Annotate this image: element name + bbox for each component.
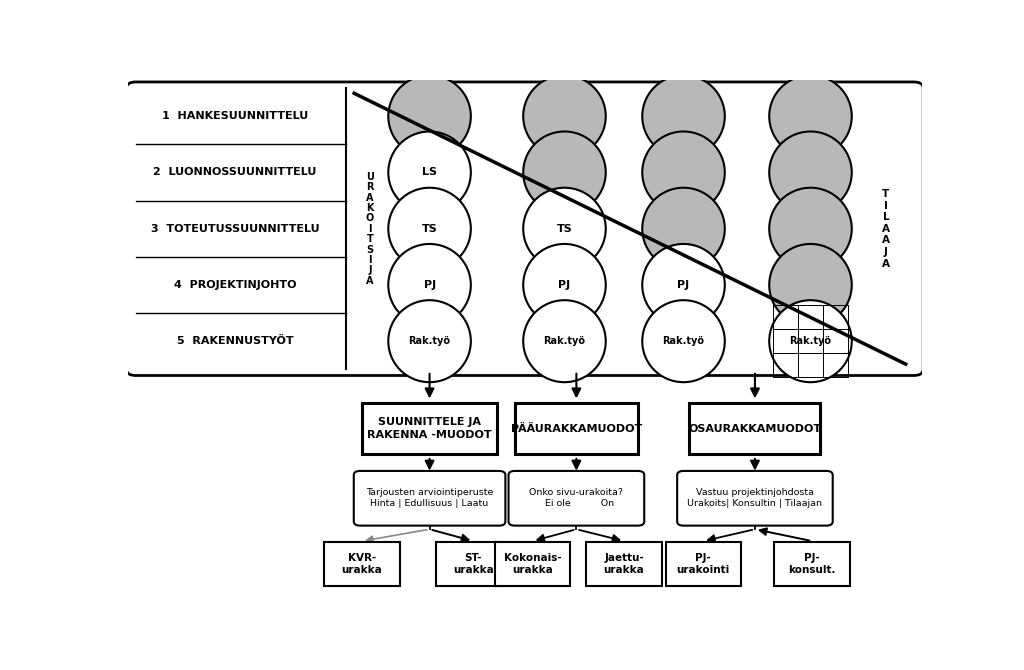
Ellipse shape — [769, 75, 852, 157]
Text: Rak.työ: Rak.työ — [409, 336, 451, 346]
FancyBboxPatch shape — [587, 542, 662, 586]
Text: 1  HANKESUUNNITTELU: 1 HANKESUUNNITTELU — [162, 111, 308, 121]
Ellipse shape — [523, 75, 606, 157]
Ellipse shape — [388, 300, 471, 382]
Text: TS: TS — [422, 224, 437, 234]
Ellipse shape — [642, 244, 725, 326]
Ellipse shape — [642, 188, 725, 270]
Ellipse shape — [769, 244, 852, 326]
Text: Rak.työ: Rak.työ — [544, 336, 586, 346]
FancyBboxPatch shape — [435, 542, 511, 586]
Text: 2  LUONNOSSUUNNITTELU: 2 LUONNOSSUUNNITTELU — [154, 168, 316, 178]
Text: SUUNNITTELE JA
RAKENNA -MUODOT: SUUNNITTELE JA RAKENNA -MUODOT — [368, 417, 492, 440]
Text: Jaettu-
urakka: Jaettu- urakka — [603, 553, 644, 576]
Text: ST-
urakka: ST- urakka — [453, 553, 494, 576]
FancyBboxPatch shape — [353, 471, 506, 526]
Ellipse shape — [642, 300, 725, 382]
Text: Vastuu projektinjohdosta
Urakoits| Konsultin | Tilaajan: Vastuu projektinjohdosta Urakoits| Konsu… — [687, 488, 822, 508]
Text: TS: TS — [557, 224, 572, 234]
Text: U
R
A
K
O
I
T
S
I
J
A: U R A K O I T S I J A — [366, 172, 374, 285]
Text: Rak.työ: Rak.työ — [790, 336, 831, 346]
FancyBboxPatch shape — [666, 542, 741, 586]
FancyBboxPatch shape — [509, 471, 644, 526]
Ellipse shape — [388, 75, 471, 157]
Text: Kokonais-
urakka: Kokonais- urakka — [504, 553, 561, 576]
Text: 4  PROJEKTINJOHTO: 4 PROJEKTINJOHTO — [174, 280, 296, 290]
FancyBboxPatch shape — [677, 471, 833, 526]
Text: Rak.työ: Rak.työ — [663, 336, 705, 346]
Text: PJ: PJ — [424, 280, 435, 290]
Text: PJ-
urakointi: PJ- urakointi — [677, 553, 730, 576]
Text: T
I
L
A
A
J
A: T I L A A J A — [882, 189, 890, 269]
FancyBboxPatch shape — [774, 542, 850, 586]
FancyBboxPatch shape — [515, 403, 638, 454]
Text: PJ: PJ — [558, 280, 570, 290]
Text: KVR-
urakka: KVR- urakka — [342, 553, 383, 576]
Text: LS: LS — [422, 168, 437, 178]
Ellipse shape — [769, 188, 852, 270]
Text: Onko sivu-urakoita?
  Ei ole          On: Onko sivu-urakoita? Ei ole On — [529, 488, 624, 508]
Ellipse shape — [388, 244, 471, 326]
Text: Tarjousten arviointiperuste
Hinta | Edullisuus | Laatu: Tarjousten arviointiperuste Hinta | Edul… — [366, 488, 494, 508]
Text: 5  RAKENNUSTYÖT: 5 RAKENNUSTYÖT — [177, 336, 294, 346]
Text: 3  TOTEUTUSSUUNNITTELU: 3 TOTEUTUSSUUNNITTELU — [151, 224, 319, 234]
Ellipse shape — [523, 300, 606, 382]
Ellipse shape — [388, 188, 471, 270]
Ellipse shape — [523, 244, 606, 326]
FancyBboxPatch shape — [495, 542, 570, 586]
Ellipse shape — [388, 131, 471, 214]
Ellipse shape — [769, 131, 852, 214]
FancyBboxPatch shape — [362, 403, 497, 454]
Ellipse shape — [642, 75, 725, 157]
FancyBboxPatch shape — [325, 542, 399, 586]
FancyBboxPatch shape — [126, 82, 924, 375]
Text: PÄÄURAKKAMUODOT: PÄÄURAKKAMUODOT — [511, 423, 642, 433]
FancyBboxPatch shape — [689, 403, 820, 454]
Text: PJ: PJ — [678, 280, 689, 290]
Text: OSAURAKKAMUODOT: OSAURAKKAMUODOT — [688, 423, 821, 433]
Ellipse shape — [523, 131, 606, 214]
Text: PJ-
konsult.: PJ- konsult. — [788, 553, 836, 576]
Ellipse shape — [642, 131, 725, 214]
Ellipse shape — [523, 188, 606, 270]
Ellipse shape — [769, 300, 852, 382]
